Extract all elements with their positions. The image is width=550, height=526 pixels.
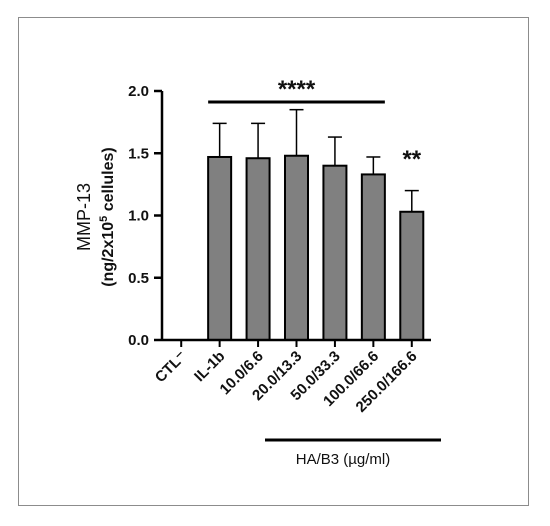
group-label: HA/B3 (µg/ml) — [296, 451, 391, 468]
y-tick-label: 1.5 — [128, 145, 149, 162]
x-axis: CTL⁻ IL-1b10.0/6.620.0/13.350.0/33.3100.0… — [152, 338, 431, 416]
figure-frame — [18, 17, 529, 506]
significance-label: **** — [278, 76, 316, 103]
bar — [207, 155, 233, 341]
x-tick-label: CTL⁻ — [152, 348, 190, 386]
significance-annotations: ****** — [208, 76, 422, 173]
y-tick-label: 0.0 — [128, 332, 149, 349]
bar — [245, 157, 271, 341]
bar — [322, 164, 348, 341]
y-tick-label: 1.0 — [128, 208, 149, 225]
y-axis-label-line2: (ng/2x105 cellules) — [98, 147, 117, 287]
bar — [360, 173, 386, 341]
y-tick-label: 0.5 — [128, 270, 149, 287]
bars — [207, 108, 425, 341]
y-tick-label: 2.0 — [128, 83, 149, 100]
bar — [399, 210, 425, 341]
bar — [284, 154, 309, 341]
y-axis: 0.0 0.5 1.0 1.5 2.0 — [128, 83, 164, 349]
y-axis-label-line1: MMP-13 — [74, 183, 94, 251]
significance-label: ** — [402, 146, 421, 173]
